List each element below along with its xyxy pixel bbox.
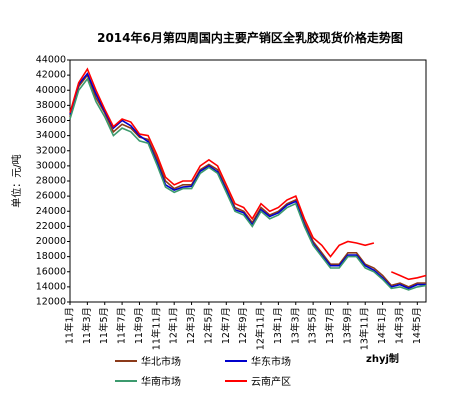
x-tick-label: 12年1月 (168, 307, 180, 344)
y-tick-label: 32000 (36, 145, 66, 156)
y-tick-label: 24000 (36, 206, 66, 217)
y-tick-label: 38000 (36, 100, 66, 111)
series-line (69, 67, 427, 281)
x-tick-label: 11年9月 (133, 307, 145, 344)
x-tick-label: 11年5月 (98, 307, 110, 344)
y-tick-label: 36000 (36, 115, 66, 126)
legend-label: 云南产区 (251, 375, 291, 388)
y-tick-label: 42000 (36, 70, 66, 81)
x-tick-label: 11年7月 (116, 307, 128, 344)
x-tick-label: 13年11月 (359, 307, 371, 350)
x-tick-label: 12年11月 (255, 307, 267, 350)
series-line (69, 72, 426, 290)
annotation: zhyj制 (366, 352, 399, 365)
x-tick-label: 14年3月 (393, 307, 405, 344)
x-tick-label: 13年7月 (324, 307, 336, 344)
y-tick-label: 20000 (36, 236, 66, 247)
x-tick-label: 13年9月 (341, 307, 353, 344)
x-tick-label: 11年3月 (81, 307, 93, 344)
x-tick-label: 13年1月 (272, 307, 284, 344)
series-line (69, 77, 427, 291)
x-tick-label: 12年3月 (185, 307, 197, 344)
y-tick-label: 26000 (36, 191, 66, 202)
legend-label: 华东市场 (251, 355, 291, 368)
y-axis-label: 单位：元/吨 (10, 154, 23, 207)
x-tick-label: 14年5月 (411, 307, 423, 344)
plot-frame (69, 59, 427, 303)
x-tick-label: 12年9月 (237, 307, 249, 344)
series-line (69, 73, 426, 288)
chart-title: 2014年6月第四周国内主要产销区全乳胶现货价格走势图 (97, 30, 403, 45)
x-tick-label: 11年11月 (150, 307, 162, 350)
x-tick-label: 14年1月 (376, 307, 388, 344)
x-tick-label: 12年5月 (202, 307, 214, 344)
y-tick-label: 12000 (36, 297, 66, 308)
y-tick-label: 44000 (36, 55, 66, 66)
y-tick-label: 34000 (36, 130, 66, 141)
x-tick-label: 13年5月 (307, 307, 319, 344)
y-tick-label: 16000 (36, 266, 66, 277)
x-tick-label: 11年1月 (64, 307, 76, 344)
y-tick-label: 30000 (36, 160, 66, 171)
x-tick-label: 12年7月 (220, 307, 232, 344)
legend-label: 华南市场 (141, 375, 181, 388)
y-tick-label: 22000 (36, 221, 66, 232)
y-tick-label: 28000 (36, 176, 66, 187)
legend-label: 华北市场 (141, 355, 181, 368)
y-tick-label: 40000 (36, 85, 66, 96)
y-tick-label: 14000 (36, 281, 66, 292)
x-tick-label: 13年3月 (289, 307, 301, 344)
y-tick-label: 18000 (36, 251, 66, 262)
